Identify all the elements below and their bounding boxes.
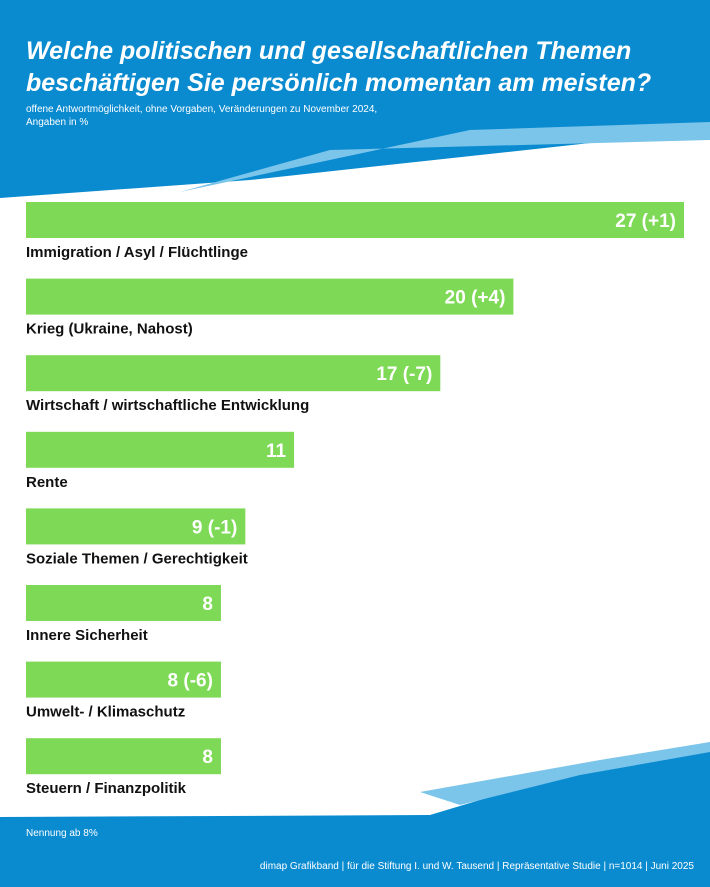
bar-0 [26,202,684,238]
category-label-6: Umwelt- / Klimaschutz [26,704,185,721]
subtitle-line-1: offene Antwortmöglichkeit, ohne Vorgaben… [26,104,378,115]
bar-value-label-3: 11 [266,441,287,462]
bar-3 [26,431,295,468]
bar-2 [26,355,441,392]
category-label-1: Krieg (Ukraine, Nahost) [26,321,193,338]
bar-value-label-1: 20 (+4) [445,288,506,309]
bar-4 [26,508,246,545]
chart-subtitle: offene Antwortmöglichkeit, ohne Vorgaben… [26,103,526,129]
bar-value-label-2: 17 (-7) [376,364,432,385]
bar-value-label-5: 8 [202,594,213,615]
bar-1 [26,278,514,315]
category-label-2: Wirtschaft / wirtschaftliche Entwicklung [26,397,309,414]
category-label-7: Steuern / Finanzpolitik [26,780,187,797]
subtitle-line-2: Angaben in % [26,117,89,128]
bar-value-label-6: 8 (-6) [168,671,213,692]
bar-value-label-0: 27 (+1) [615,211,676,232]
category-label-5: Innere Sicherheit [26,627,148,644]
chart-title: Welche politischen und gesellschaftliche… [26,37,652,97]
bar-value-label-4: 9 (-1) [192,517,237,538]
bar-6 [26,661,221,698]
bar-value-label-7: 8 [202,747,213,768]
category-label-4: Soziale Themen / Gerechtigkeit [26,550,248,567]
footnote: Nennung ab 8% [26,828,98,839]
category-label-3: Rente [26,474,68,491]
bar-7 [26,738,221,775]
bar-5 [26,585,221,621]
source-credit: dimap Grafikband | für die Stiftung I. u… [259,861,694,872]
category-label-0: Immigration / Asyl / Flüchtlinge [26,244,248,261]
